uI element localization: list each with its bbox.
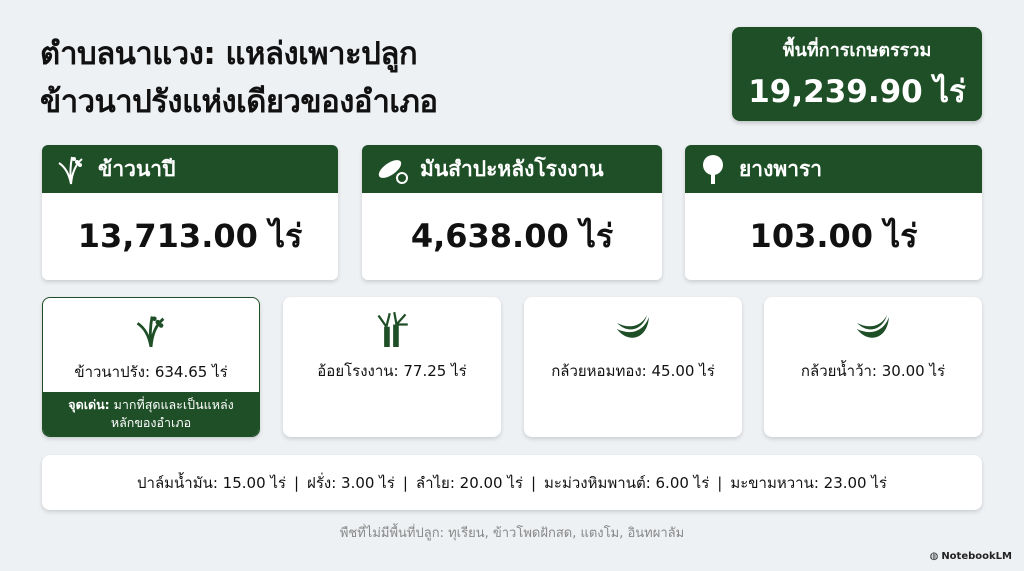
minor-crop-card-rice-offseason: ข้าวนาปรัง: 634.65 ไร่ จุดเด่น: มากที่สุ… <box>42 297 260 437</box>
cassava-icon <box>378 160 408 184</box>
crop-name: ยางพารา <box>739 156 823 181</box>
highlight-text-2: หลักของอำเภอ <box>110 415 192 430</box>
minor-crop-card-banana-namwa: กล้วยน้ำว้า: 30.00 ไร่ <box>764 297 982 437</box>
banana-icon <box>617 315 649 338</box>
highlight-text: มากที่สุดและเป็นแหล่ง <box>113 397 234 412</box>
separator: | <box>717 473 723 492</box>
page-title: ตำบลนาแวง: แหล่งเพาะปลูก ข้าวนาปรังแห่งเ… <box>40 30 438 126</box>
total-label: พื้นที่การเกษตรรวม <box>782 40 932 61</box>
other-crop-item: ปาล์มน้ำมัน: 15.00 ไร่ <box>137 473 286 492</box>
minor-crop-label: กล้วยหอมทอง: 45.00 ไร่ <box>551 362 715 380</box>
other-crop-item: มะขามหวาน: 23.00 ไร่ <box>730 473 887 492</box>
minor-crop-label: ข้าวนาปรัง: 634.65 ไร่ <box>74 363 228 381</box>
crop-value: 13,713.00 ไร่ <box>77 217 303 255</box>
separator: | <box>402 473 408 492</box>
crop-card-rubber: ยางพารา 103.00 ไร่ <box>685 145 982 280</box>
other-crop-item: มะม่วงหิมพานต์: 6.00 ไร่ <box>544 473 710 492</box>
total-value: 19,239.90 ไร่ <box>748 74 966 110</box>
minor-crop-card-sugarcane: อ้อยโรงงาน: 77.25 ไร่ <box>283 297 501 437</box>
total-area-box: พื้นที่การเกษตรรวม 19,239.90 ไร่ <box>732 27 982 121</box>
crop-card-rice: ข้าวนาปี 13,713.00 ไร่ <box>42 145 338 280</box>
minor-crop-card-banana-hom: กล้วยหอมทอง: 45.00 ไร่ <box>524 297 742 437</box>
crop-value: 4,638.00 ไร่ <box>410 217 614 255</box>
separator: | <box>530 473 537 492</box>
title-line-2: ข้าวนาปรังแห่งเดียวของอำเภอ <box>40 84 438 120</box>
crop-name: มันสำปะหลังโรงงาน <box>420 156 604 181</box>
banana-icon <box>857 315 889 338</box>
title-line-1: ตำบลนาแวง: แหล่งเพาะปลูก <box>40 36 418 72</box>
minor-crop-label: กล้วยน้ำว้า: 30.00 ไร่ <box>800 362 946 380</box>
tree-icon <box>703 155 723 184</box>
brand-watermark: ◍ NotebookLM <box>930 551 1012 562</box>
crop-name: ข้าวนาปี <box>98 156 176 181</box>
crop-value: 103.00 ไร่ <box>749 217 918 255</box>
sugarcane-icon <box>377 311 408 347</box>
other-crop-item: ลำไย: 20.00 ไร่ <box>415 473 523 492</box>
highlight-label: จุดเด่น: <box>68 397 110 412</box>
highlight-note: จุดเด่น: มากที่สุดและเป็นแหล่งหลักของอำเ… <box>43 392 259 436</box>
footnote: พืชที่ไม่มีพื้นที่ปลูก: ทุเรียน, ข้าวโพด… <box>339 526 685 541</box>
other-crops-bar: ปาล์มน้ำมัน: 15.00 ไร่ | ฝรั่ง: 3.00 ไร่ |… <box>42 455 982 510</box>
separator: | <box>293 473 300 492</box>
other-crop-item: ฝรั่ง: 3.00 ไร่ <box>307 473 395 492</box>
minor-crop-label: อ้อยโรงงาน: 77.25 ไร่ <box>317 362 467 380</box>
rice-icon <box>136 316 165 348</box>
rice-icon <box>58 156 83 185</box>
notebooklm-logo-icon: ◍ <box>929 551 939 562</box>
brand-name: NotebookLM <box>941 551 1012 562</box>
crop-card-cassava: มันสำปะหลังโรงงาน 4,638.00 ไร่ <box>362 145 662 280</box>
